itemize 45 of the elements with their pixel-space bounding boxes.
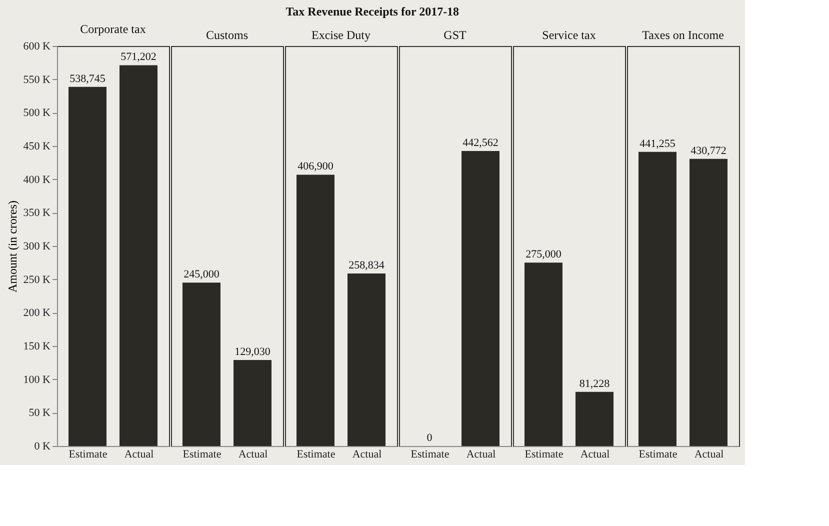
y-tick-label: 250 K (23, 274, 51, 286)
data-label: 538,745 (70, 72, 106, 85)
text: Tax Revenue Receipts for 2017-18 (286, 4, 460, 18)
y-tick-label: 350 K (23, 207, 51, 220)
y-tick-label: 300 K (23, 240, 51, 252)
x-tick-label: Estimate (638, 448, 678, 460)
data-label: 0 (426, 432, 433, 444)
chart-title: Excise Duty (312, 28, 370, 42)
x-tick-label: Estimate (524, 448, 564, 460)
y-tick-label: 50 K (28, 407, 51, 420)
chart-title: Service tax (542, 28, 596, 42)
chart-title: Customs (206, 28, 248, 42)
y-tick-label: 200 K (23, 307, 51, 320)
data-label: 430,772 (690, 144, 726, 157)
chart-title: Taxes on Income (642, 28, 724, 42)
y-axis-title: Amount (in crores) (5, 200, 20, 292)
x-tick-label: Estimate (410, 448, 450, 460)
data-label: 258,834 (348, 259, 385, 272)
chart-title: GST (444, 28, 468, 42)
data-label: 275,000 (526, 248, 562, 261)
data-label: 81,228 (579, 378, 610, 390)
data-label: 442,562 (462, 136, 498, 149)
y-tick-label: 500 K (23, 107, 51, 120)
y-tick-label: 400 K (23, 174, 51, 186)
x-tick-label: Actual (694, 448, 724, 460)
y-tick-label: 450 K (23, 140, 51, 152)
x-tick-label: Actual (124, 448, 154, 460)
x-tick-label: Actual (352, 448, 382, 460)
x-tick-label: Estimate (68, 448, 108, 460)
x-tick-label: Estimate (182, 448, 222, 460)
x-tick-label: Actual (238, 448, 268, 460)
data-label: 406,900 (298, 160, 334, 173)
chart-title: Corporate tax (80, 22, 146, 36)
y-tick-label: 0 K (34, 440, 51, 452)
y-tick-label: 550 K (23, 74, 51, 86)
data-label: 571,202 (120, 51, 156, 64)
y-tick-label: 600 K (23, 40, 51, 52)
data-label: 245,000 (184, 268, 220, 281)
x-tick-label: Actual (466, 448, 496, 460)
x-tick-label: Estimate (296, 448, 336, 460)
x-tick-label: Actual (580, 448, 610, 460)
data-label: 441,255 (640, 138, 676, 150)
data-label: 129,030 (234, 346, 271, 358)
y-tick-label: 150 K (23, 340, 51, 352)
y-tick-label: 100 K (23, 374, 51, 386)
